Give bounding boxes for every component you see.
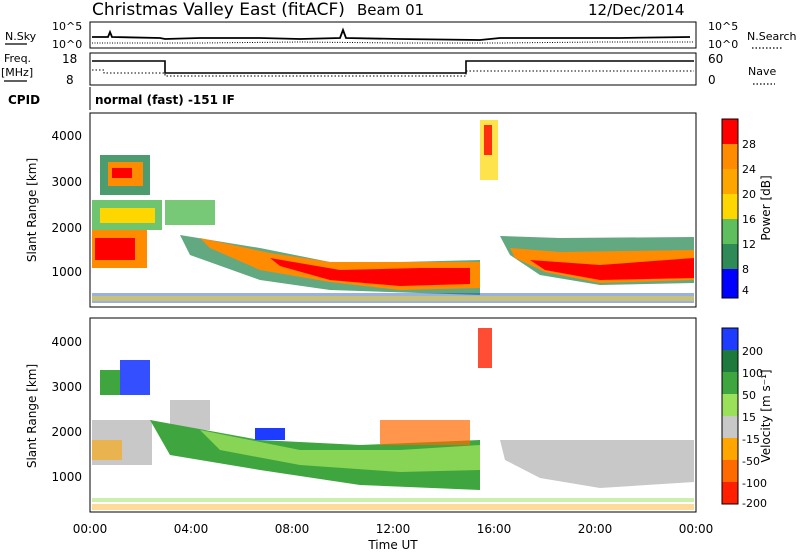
power-cb-tick-8: 8: [742, 263, 749, 276]
freq-label-1: Freq.: [4, 52, 31, 65]
power-colorbar: 28 24 20 16 12 8 4 Power [dB]: [721, 118, 773, 299]
nave-tick-top: 60: [708, 52, 723, 66]
power-panel: Slant Range [km] 4000 3000 2000 1000 28 …: [25, 112, 773, 308]
xtick-20: 20:00: [578, 522, 613, 536]
velocity-colorbar-label: Velocity [m s⁻¹]: [759, 369, 773, 462]
xtick-0: 00:00: [73, 522, 108, 536]
plot-title: Christmas Valley East (fitACF): [92, 0, 345, 20]
cpid-label: CPID: [8, 93, 40, 107]
power-ytick-3000: 3000: [51, 175, 82, 189]
power-ytick-1000: 1000: [51, 265, 82, 279]
nsky-series: [92, 27, 691, 41]
beam-label: Beam 01: [357, 1, 424, 19]
velocity-echoes: [92, 328, 694, 510]
freq-label-2: [MHz]: [1, 66, 33, 79]
power-cb-tick-4: 4: [742, 284, 749, 297]
nsearch-tick-bottom: 10^0: [708, 38, 738, 51]
velocity-cb-tick-200: 200: [742, 345, 763, 358]
velocity-cb-tick-neg50: -50: [742, 455, 760, 468]
power-ytick-2000: 2000: [51, 221, 82, 235]
power-ylabel: Slant Range [km]: [25, 158, 39, 262]
power-echoes: [92, 120, 694, 303]
noise-panel: N.Sky 10^5 10^0 10^5 10^0 N.Search: [5, 20, 797, 51]
velocity-ytick-2000: 2000: [51, 425, 82, 439]
velocity-colorbar: 200 100 50 15 -15 -50 -100 -200 Velocity…: [721, 327, 773, 510]
power-yticks: 4000 3000 2000 1000: [51, 129, 82, 279]
xtick-8: 08:00: [275, 522, 310, 536]
xtick-4: 04:00: [174, 522, 209, 536]
xtick-12: 12:00: [376, 522, 411, 536]
xaxis-label: Time UT: [367, 538, 418, 552]
nsky-tick-top: 10^5: [52, 20, 82, 33]
velocity-panel: Slant Range [km] 4000 3000 2000 1000 200…: [25, 317, 773, 513]
velocity-ytick-3000: 3000: [51, 380, 82, 394]
velocity-cb-tick-neg200: -200: [742, 497, 767, 510]
velocity-cb-tick-100: 100: [742, 367, 763, 380]
velocity-cb-tick-neg15: -15: [742, 433, 760, 446]
power-cb-tick-16: 16: [742, 213, 756, 226]
velocity-ylabel: Slant Range [km]: [25, 364, 39, 468]
velocity-cb-tick-50: 50: [742, 389, 756, 402]
xtick-24: 00:00: [679, 522, 714, 536]
x-axis: 00:00 04:00 08:00 12:00 16:00 20:00 00:0…: [73, 522, 714, 552]
nsky-tick-bottom: 10^0: [52, 38, 82, 51]
power-cb-tick-12: 12: [742, 238, 756, 251]
velocity-ytick-1000: 1000: [51, 470, 82, 484]
freq-tick-top: 18: [62, 52, 77, 66]
power-colorbar-label: Power [dB]: [759, 175, 773, 240]
nsearch-tick-top: 10^5: [708, 20, 738, 33]
power-cb-tick-20: 20: [742, 188, 756, 201]
freq-tick-bottom: 8: [66, 73, 74, 87]
frequency-panel: Freq. [MHz] 18 8 60 0 Nave: [1, 52, 776, 87]
power-cb-tick-24: 24: [742, 163, 756, 176]
power-ytick-4000: 4000: [51, 129, 82, 143]
nave-tick-bottom: 0: [708, 73, 716, 87]
xtick-16: 16:00: [477, 522, 512, 536]
velocity-yticks: 4000 3000 2000 1000: [51, 335, 82, 484]
nave-label: Nave: [748, 65, 776, 78]
nsearch-series: [92, 41, 694, 44]
velocity-cb-tick-neg100: -100: [742, 477, 767, 490]
velocity-ytick-4000: 4000: [51, 335, 82, 349]
power-cb-tick-28: 28: [742, 138, 756, 151]
frequency-series: [92, 60, 694, 74]
cpid-text: normal (fast) -151 IF: [95, 93, 235, 107]
nave-series: [92, 69, 694, 77]
velocity-cb-tick-15: 15: [742, 411, 756, 424]
date-label: 12/Dec/2014: [588, 1, 684, 19]
nsky-label: N.Sky: [5, 30, 37, 43]
nsearch-label: N.Search: [747, 30, 797, 43]
